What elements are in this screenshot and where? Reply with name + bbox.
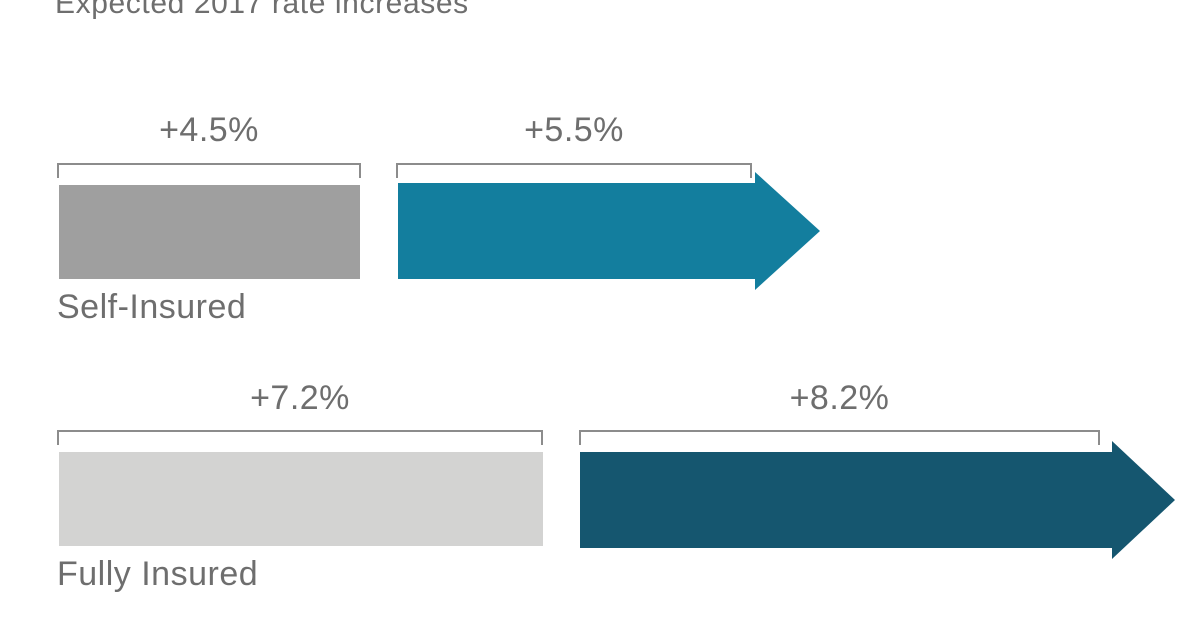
measure-bracket-fully-insured-arrow <box>579 430 1100 445</box>
measure-bracket-self-insured-bar <box>57 163 361 178</box>
value-label-fully-insured-bar: +7.2% <box>250 379 350 417</box>
value-label-self-insured-bar: +4.5% <box>159 111 259 149</box>
chart-title: Expected 2017 rate increases <box>55 0 469 20</box>
category-label-fully-insured: Fully Insured <box>57 555 259 593</box>
arrow-bar-self-insured <box>398 172 820 290</box>
value-label-self-insured-arrow: +5.5% <box>524 111 624 149</box>
bar-self-insured <box>59 185 360 279</box>
measure-bracket-self-insured-arrow <box>396 163 752 178</box>
arrow-bar-fully-insured <box>580 441 1175 559</box>
value-label-fully-insured-arrow: +8.2% <box>789 379 890 417</box>
bar-fully-insured <box>59 452 543 546</box>
category-label-self-insured: Self-Insured <box>57 288 247 326</box>
measure-bracket-fully-insured-bar <box>57 430 543 445</box>
